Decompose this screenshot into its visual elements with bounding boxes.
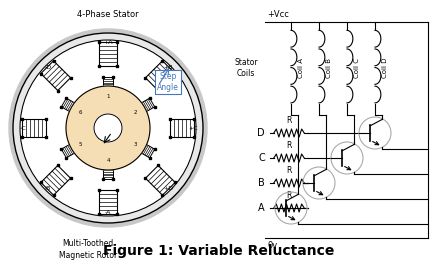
Text: -C: -C xyxy=(20,126,26,130)
Text: -B: -B xyxy=(45,186,51,191)
Circle shape xyxy=(9,29,207,227)
Text: 3: 3 xyxy=(134,142,138,147)
Text: Coil C: Coil C xyxy=(354,58,360,78)
Text: Stator
Coils: Stator Coils xyxy=(234,58,258,78)
Polygon shape xyxy=(99,190,117,214)
Text: Coil B: Coil B xyxy=(326,58,332,78)
Polygon shape xyxy=(103,168,113,179)
Polygon shape xyxy=(22,119,46,137)
Text: -A: -A xyxy=(105,210,111,215)
Text: Figure 1: Variable Reluctance: Figure 1: Variable Reluctance xyxy=(103,244,335,258)
Text: R: R xyxy=(286,116,292,125)
Polygon shape xyxy=(61,144,76,158)
Text: 0v: 0v xyxy=(267,241,277,250)
Polygon shape xyxy=(41,165,71,195)
Circle shape xyxy=(66,86,150,170)
Text: +D: +D xyxy=(163,186,173,191)
Text: 4-Phase Stator: 4-Phase Stator xyxy=(77,10,139,19)
Polygon shape xyxy=(41,61,71,91)
Polygon shape xyxy=(99,42,117,66)
Circle shape xyxy=(13,33,203,223)
Text: -D: -D xyxy=(44,65,51,70)
Polygon shape xyxy=(145,165,175,195)
Text: 6: 6 xyxy=(78,109,82,114)
Text: B: B xyxy=(258,178,265,188)
Circle shape xyxy=(94,114,122,142)
Text: +C: +C xyxy=(188,126,198,130)
Text: Multi-Toothed
Magnetic Rotor: Multi-Toothed Magnetic Rotor xyxy=(59,239,117,260)
Text: Coil D: Coil D xyxy=(382,58,388,78)
Polygon shape xyxy=(145,61,175,91)
Text: C: C xyxy=(258,153,265,163)
Text: A: A xyxy=(258,203,265,213)
Text: R: R xyxy=(286,141,292,150)
Text: R: R xyxy=(286,166,292,175)
Text: +Vcc: +Vcc xyxy=(267,10,289,19)
Text: 5: 5 xyxy=(78,142,82,147)
Text: 1: 1 xyxy=(106,94,110,99)
Circle shape xyxy=(20,40,196,216)
Text: R: R xyxy=(286,191,292,200)
Text: Coil A: Coil A xyxy=(298,58,304,78)
Polygon shape xyxy=(103,77,113,88)
Text: Step
Angle: Step Angle xyxy=(157,72,179,92)
Text: +A: +A xyxy=(103,41,113,46)
Text: +B: +B xyxy=(163,65,173,70)
Polygon shape xyxy=(61,98,76,112)
Polygon shape xyxy=(140,144,155,158)
Polygon shape xyxy=(170,119,194,137)
Text: 2: 2 xyxy=(134,109,138,114)
Text: 4: 4 xyxy=(106,157,110,162)
Polygon shape xyxy=(140,98,155,112)
Text: D: D xyxy=(258,128,265,138)
